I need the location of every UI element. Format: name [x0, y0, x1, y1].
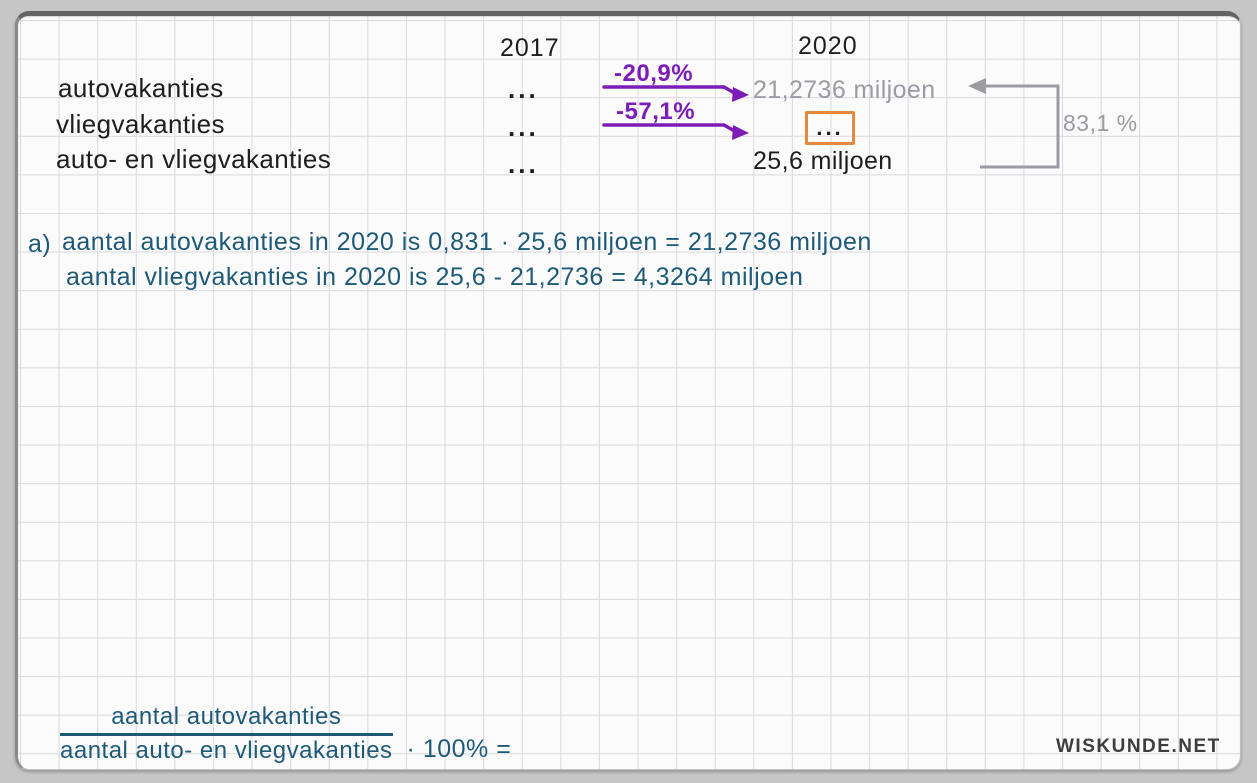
value-2020-total: 25,6 miljoen [753, 147, 893, 175]
percent-change-vliegvakanties: -57,1% [616, 98, 696, 125]
row-label-auto-en-vlieg: auto- en vliegvakanties [56, 144, 332, 174]
year-2020-label: 2020 [798, 32, 858, 60]
answer-box-placeholder: ... [816, 115, 844, 140]
percent-share-label: 83,1 % [1063, 110, 1138, 136]
part-a-marker: a) [28, 230, 52, 258]
fraction-stack: aantal autovakanties aantal auto- en vli… [60, 703, 393, 765]
fraction-numerator: aantal autovakanties [111, 703, 342, 730]
fraction-denominator: aantal auto- en vliegvakanties [60, 737, 393, 764]
whiteboard-canvas [15, 11, 1241, 770]
value-2017-total-placeholder: ... [508, 149, 539, 179]
fraction-bar [60, 733, 393, 736]
row-label-vliegvakanties: vliegvakanties [56, 109, 225, 139]
site-watermark: WISKUNDE.NET [1056, 736, 1221, 757]
value-2017-autovakanties-placeholder: ... [508, 74, 539, 104]
year-2017-label: 2017 [500, 34, 560, 62]
arrow-right-icon [602, 123, 749, 140]
value-2020-autovakanties: 21,2736 miljoen [753, 76, 936, 104]
part-a-line1: aantal autovakanties in 2020 is 0,831 · … [62, 228, 872, 256]
fraction-suffix: · 100% = [406, 735, 512, 763]
answer-box: ... [805, 111, 855, 145]
part-a-line2: aantal vliegvakanties in 2020 is 25,6 - … [66, 263, 804, 291]
bracket-arrow-icon [968, 78, 1060, 169]
row-label-autovakanties: autovakanties [58, 73, 224, 103]
value-2017-vliegvakanties-placeholder: ... [508, 112, 539, 142]
percent-change-autovakanties: -20,9% [614, 60, 694, 87]
fraction-expression: aantal autovakanties aantal auto- en vli… [60, 703, 511, 765]
arrow-right-icon [602, 85, 749, 102]
